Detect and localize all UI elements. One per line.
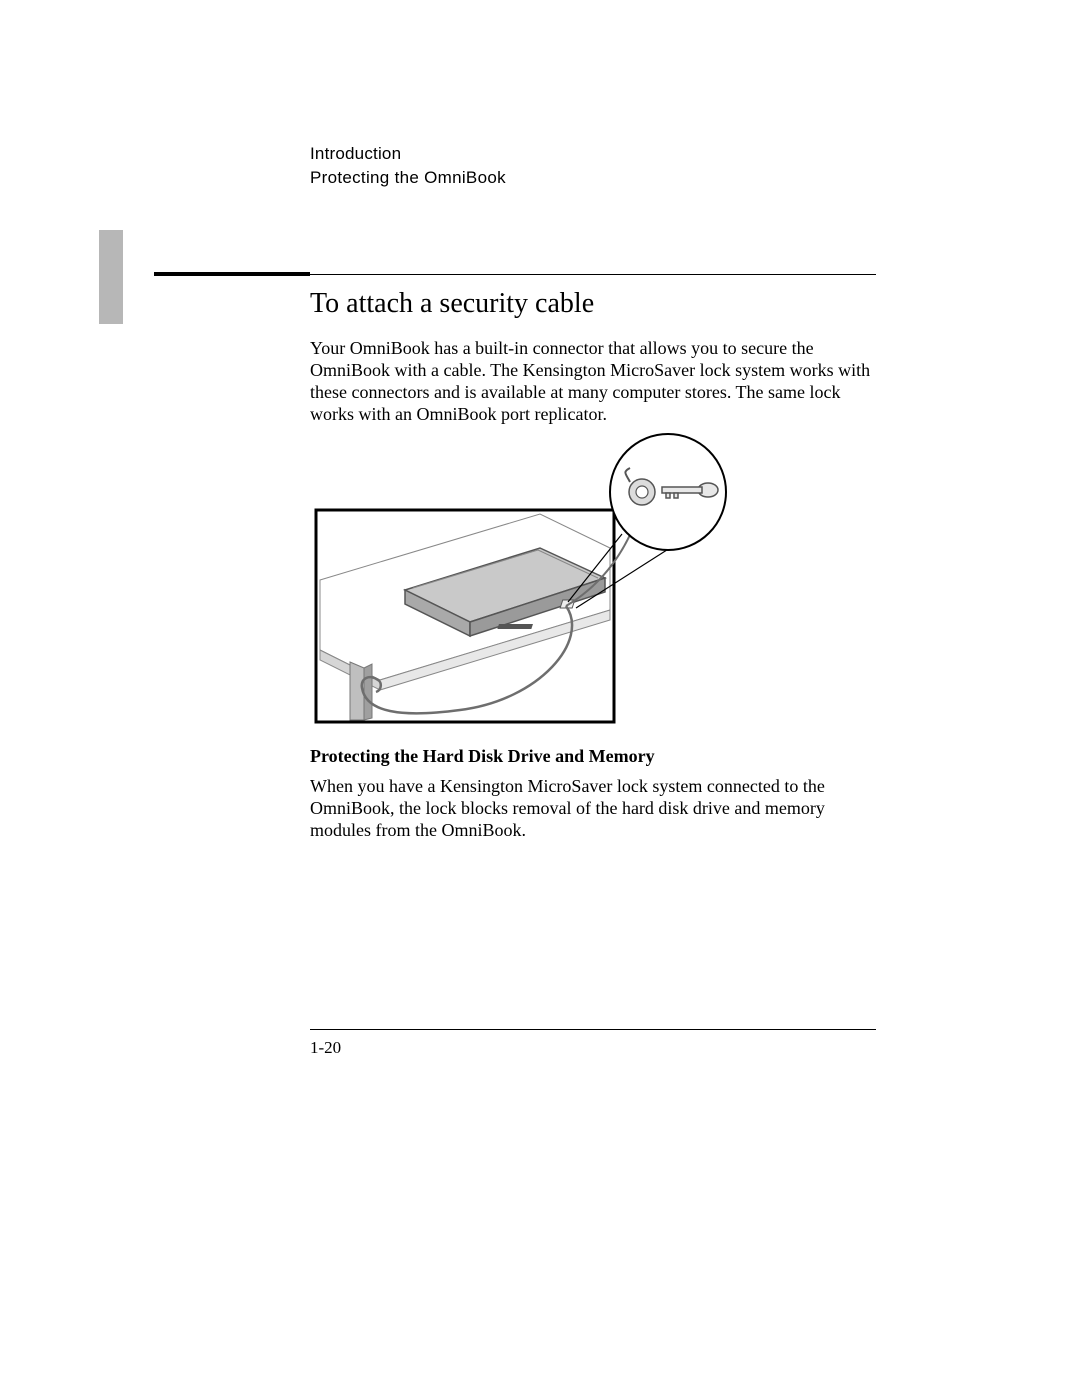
running-header-section: Protecting the OmniBook	[310, 168, 506, 188]
document-page: Introduction Protecting the OmniBook To …	[0, 0, 1080, 1397]
subsection-paragraph: When you have a Kensington MicroSaver lo…	[310, 776, 876, 842]
margin-tab	[99, 230, 123, 324]
security-cable-figure	[310, 430, 740, 730]
section-heading: To attach a security cable	[310, 288, 594, 320]
page-number: 1-20	[310, 1038, 341, 1058]
heading-rule-thin	[310, 274, 876, 275]
heading-rule-heavy	[154, 272, 310, 276]
intro-paragraph: Your OmniBook has a built-in connector t…	[310, 338, 876, 426]
subsection-heading: Protecting the Hard Disk Drive and Memor…	[310, 746, 655, 767]
running-header-chapter: Introduction	[310, 144, 401, 164]
footer-rule	[310, 1029, 876, 1030]
